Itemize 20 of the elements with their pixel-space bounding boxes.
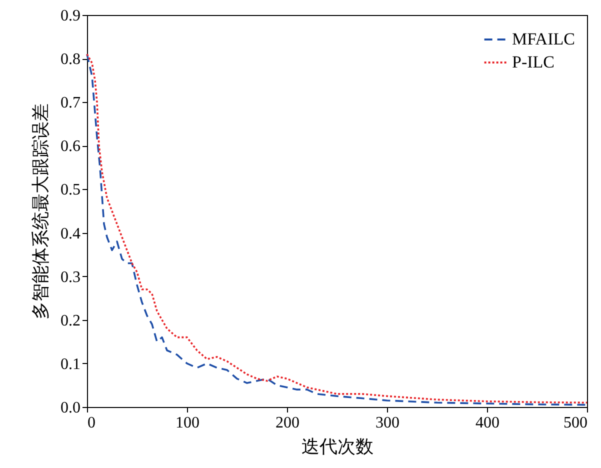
y-tick-label: 0.2 <box>60 312 80 330</box>
y-tick-label: 0.8 <box>60 51 80 68</box>
y-tick-label: 0.1 <box>60 356 80 373</box>
x-tick-label: 300 <box>376 414 400 432</box>
legend-label: MFAILC <box>512 30 575 48</box>
x-axis-title: 迭代次数 <box>302 436 374 456</box>
x-tick-label: 400 <box>476 414 500 432</box>
y-tick-label: 0.5 <box>60 182 80 199</box>
y-tick-label: 0.6 <box>60 138 80 156</box>
x-tick-label: 500 <box>564 414 588 432</box>
legend-label: P-ILC <box>512 52 554 72</box>
y-tick-label: 0.0 <box>60 400 80 416</box>
y-tick-label: 0.9 <box>60 8 80 24</box>
x-tick-label: 200 <box>276 414 300 432</box>
x-tick-label: 100 <box>176 414 200 432</box>
x-tick-label: 0 <box>88 414 96 432</box>
y-tick-label: 0.4 <box>60 225 80 242</box>
y-axis-title: 多智能体系统最大跟踪误差 <box>30 104 50 320</box>
y-tick-label: 0.3 <box>60 268 80 286</box>
y-tick-label: 0.7 <box>60 94 80 112</box>
